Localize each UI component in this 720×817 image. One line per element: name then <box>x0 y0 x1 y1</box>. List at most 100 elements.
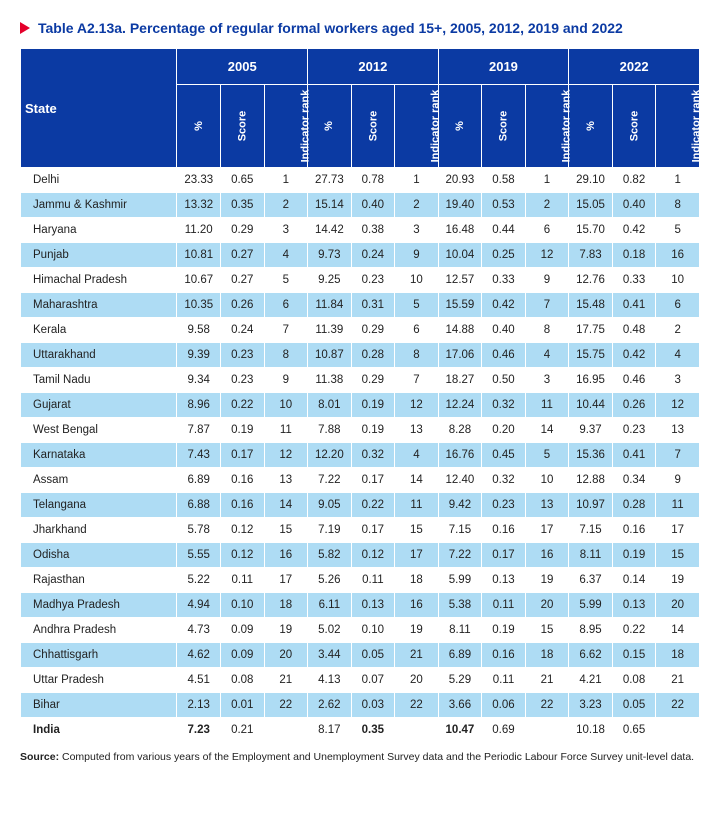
cell-value: 3.44 <box>308 643 352 668</box>
cell-value: 0.65 <box>221 168 265 193</box>
cell-value: 15 <box>395 518 439 543</box>
cell-value: 0.19 <box>351 393 395 418</box>
cell-value: 5.99 <box>569 593 613 618</box>
cell-value: 0.45 <box>482 443 526 468</box>
cell-state: Uttarakhand <box>21 343 177 368</box>
cell-value: 7 <box>395 368 439 393</box>
cell-value: 14 <box>395 468 439 493</box>
cell-state: Gujarat <box>21 393 177 418</box>
cell-value: 0.22 <box>221 393 265 418</box>
table-row: Uttarakhand9.390.23810.870.28817.060.464… <box>21 343 700 368</box>
cell-value: 21 <box>395 643 439 668</box>
cell-value: 10.18 <box>569 718 613 743</box>
cell-value: 0.28 <box>612 493 656 518</box>
cell-value: 7 <box>264 318 308 343</box>
cell-state: India <box>21 718 177 743</box>
cell-value: 0.12 <box>351 543 395 568</box>
cell-value: 0.33 <box>612 268 656 293</box>
cell-value: 11.38 <box>308 368 352 393</box>
cell-value: 0.20 <box>482 418 526 443</box>
cell-value: 0.09 <box>221 643 265 668</box>
cell-value: 13 <box>656 418 700 443</box>
cell-value: 20 <box>656 593 700 618</box>
cell-value: 0.13 <box>482 568 526 593</box>
cell-value: 0.08 <box>221 668 265 693</box>
cell-value: 6 <box>525 218 569 243</box>
cell-value: 5 <box>656 218 700 243</box>
col-score: Score <box>612 85 656 168</box>
table-row: West Bengal7.870.19117.880.19138.280.201… <box>21 418 700 443</box>
cell-value: 10.97 <box>569 493 613 518</box>
cell-state: Rajasthan <box>21 568 177 593</box>
cell-value: 15.14 <box>308 193 352 218</box>
cell-value: 7.19 <box>308 518 352 543</box>
cell-value: 0.10 <box>351 618 395 643</box>
table-title: Table A2.13a. Percentage of regular form… <box>38 20 623 36</box>
table-row: Odisha5.550.12165.820.12177.220.17168.11… <box>21 543 700 568</box>
cell-value: 15 <box>264 518 308 543</box>
cell-value: 4.94 <box>177 593 221 618</box>
cell-value: 10.67 <box>177 268 221 293</box>
cell-value: 19 <box>656 568 700 593</box>
cell-value: 0.05 <box>612 693 656 718</box>
cell-value: 17.06 <box>438 343 482 368</box>
cell-value: 0.29 <box>221 218 265 243</box>
cell-value: 0.65 <box>612 718 656 743</box>
cell-state: Andhra Pradesh <box>21 618 177 643</box>
cell-value: 0.24 <box>351 243 395 268</box>
cell-value: 18.27 <box>438 368 482 393</box>
cell-value: 0.35 <box>351 718 395 743</box>
cell-value: 10 <box>395 268 439 293</box>
cell-value: 6.11 <box>308 593 352 618</box>
cell-value: 0.29 <box>351 318 395 343</box>
cell-value: 0.13 <box>612 593 656 618</box>
col-year-1: 2012 <box>308 49 439 85</box>
cell-value: 16 <box>525 543 569 568</box>
cell-value: 0.19 <box>482 618 526 643</box>
cell-value: 11.20 <box>177 218 221 243</box>
cell-value: 11 <box>264 418 308 443</box>
cell-state: Himachal Pradesh <box>21 268 177 293</box>
cell-value: 10.47 <box>438 718 482 743</box>
year-header-row: State 2005 2012 2019 2022 <box>21 49 700 85</box>
cell-value: 11 <box>395 493 439 518</box>
cell-value: 3 <box>395 218 439 243</box>
cell-value: 16 <box>656 243 700 268</box>
cell-value: 0.50 <box>482 368 526 393</box>
cell-value: 6 <box>264 293 308 318</box>
cell-value: 0.23 <box>482 493 526 518</box>
cell-value: 9.05 <box>308 493 352 518</box>
cell-value: 6.89 <box>177 468 221 493</box>
cell-value: 0.27 <box>221 268 265 293</box>
cell-value: 5.55 <box>177 543 221 568</box>
cell-value: 5.99 <box>438 568 482 593</box>
cell-value: 21 <box>656 668 700 693</box>
cell-value: 10 <box>525 468 569 493</box>
cell-value: 0.21 <box>221 718 265 743</box>
cell-value: 0.07 <box>351 668 395 693</box>
cell-value: 0.42 <box>612 218 656 243</box>
cell-value: 8.11 <box>438 618 482 643</box>
cell-value: 0.16 <box>612 518 656 543</box>
cell-value: 7.83 <box>569 243 613 268</box>
cell-value: 8 <box>395 343 439 368</box>
cell-value: 3 <box>264 218 308 243</box>
cell-value: 9.34 <box>177 368 221 393</box>
cell-value: 15 <box>525 618 569 643</box>
cell-value: 7.15 <box>438 518 482 543</box>
cell-value: 0.26 <box>612 393 656 418</box>
col-pct: % <box>569 85 613 168</box>
cell-value: 12.88 <box>569 468 613 493</box>
cell-value: 0.23 <box>612 418 656 443</box>
cell-value: 0.31 <box>351 293 395 318</box>
cell-state: Maharashtra <box>21 293 177 318</box>
cell-value: 21 <box>264 668 308 693</box>
cell-value: 10.35 <box>177 293 221 318</box>
cell-value: 9 <box>264 368 308 393</box>
cell-state: Delhi <box>21 168 177 193</box>
cell-value: 16.95 <box>569 368 613 393</box>
cell-value: 0.42 <box>612 343 656 368</box>
cell-value: 7.22 <box>438 543 482 568</box>
cell-value: 8 <box>264 343 308 368</box>
table-row: Haryana11.200.29314.420.38316.480.44615.… <box>21 218 700 243</box>
